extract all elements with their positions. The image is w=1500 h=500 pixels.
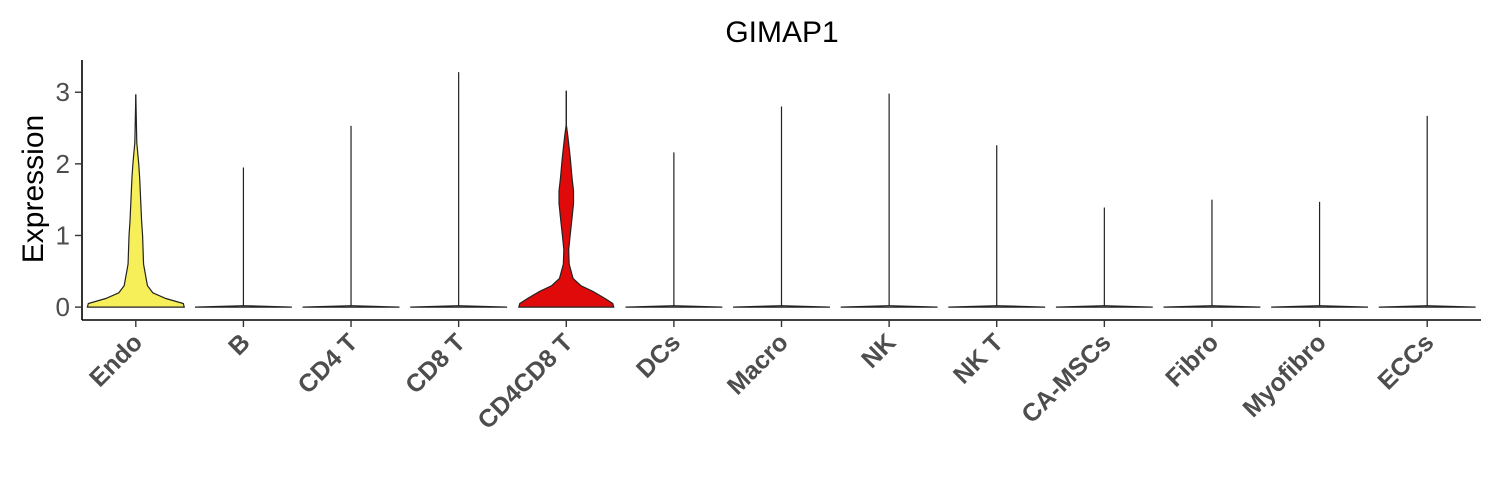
chart-title: GIMAP1 (725, 16, 838, 49)
violin-cd8-t (410, 72, 508, 308)
x-tick-label: CD4CD8 T (472, 328, 578, 434)
y-tick-label: 2 (56, 149, 70, 179)
y-axis-ticks: 0 1 2 3 (56, 77, 82, 322)
violin-eccs (1378, 115, 1476, 308)
x-tick-label: Macro (722, 328, 794, 400)
violin-macro (733, 106, 830, 308)
violin-body-fibro (1163, 305, 1261, 308)
violin-body-myofibro (1271, 305, 1369, 308)
x-tick-label: Myofibro (1237, 328, 1331, 422)
y-axis-label: Expression (17, 115, 50, 263)
x-tick-label: CD4 T (292, 328, 363, 399)
x-tick-label: CD8 T (400, 328, 471, 399)
violin-body-eccs (1378, 305, 1476, 308)
x-tick-label: NK T (948, 328, 1009, 389)
violin-cd4-t (302, 125, 400, 308)
violin-body-ca-mscs (1055, 305, 1153, 308)
violin-body-cd4cd8-t (518, 90, 615, 308)
violin-myofibro (1271, 201, 1369, 308)
violin-fibro (1163, 199, 1261, 308)
violin-ca-mscs (1055, 207, 1153, 308)
x-tick-label: Fibro (1160, 328, 1224, 392)
violin-body-dcs (625, 305, 723, 308)
y-tick-label: 3 (56, 77, 70, 107)
violin-body-nk-t (948, 305, 1046, 308)
violin-cd4cd8-t (518, 90, 615, 308)
violin-b (194, 167, 292, 308)
violin-endo (86, 94, 186, 308)
x-tick-label: NK (856, 328, 901, 373)
violin-body-cd8-t (410, 305, 508, 308)
y-tick-label: 1 (56, 220, 70, 250)
violin-dcs (625, 152, 723, 308)
violin-group (86, 72, 1476, 308)
violin-nk (840, 93, 938, 308)
violin-body-nk (840, 305, 938, 308)
x-tick-label: Endo (84, 328, 148, 392)
violin-body-b (194, 305, 292, 308)
x-tick-label: CA-MSCs (1016, 328, 1116, 428)
x-tick-label: ECCs (1372, 328, 1439, 395)
violin-body-macro (733, 305, 830, 308)
x-tick-label: DCs (631, 328, 686, 383)
y-tick-label: 0 (56, 292, 70, 322)
violin-nk-t (948, 145, 1046, 308)
x-tick-label: B (223, 328, 256, 361)
x-axis-ticks: Endo B CD4 T CD8 T CD4CD8 T DCs Macro NK NK T CA-… (84, 320, 1439, 435)
violin-body-endo (86, 94, 186, 308)
violin-body-cd4-t (302, 305, 400, 308)
